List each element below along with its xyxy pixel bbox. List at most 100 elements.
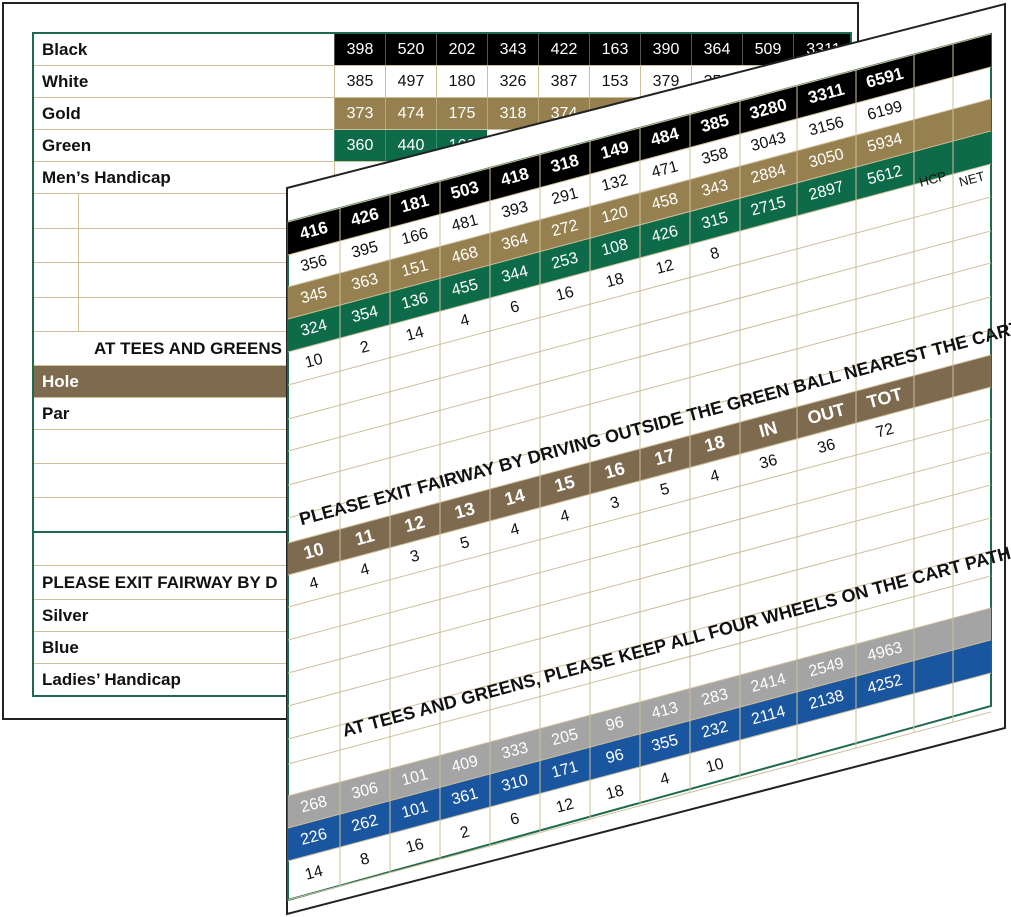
mens-handicap-value: 12 — [654, 257, 676, 278]
hole-number: IN — [757, 417, 780, 441]
ladies-handicap-value: 10 — [704, 755, 726, 776]
par-value: 3 — [408, 547, 421, 566]
blue-tee-yardage: 310 — [500, 772, 530, 795]
silver-tee-yardage: 268 — [299, 793, 329, 816]
par-value: 5 — [458, 534, 471, 553]
score-cell: 202 — [436, 34, 487, 65]
hole-number: 12 — [402, 512, 427, 536]
green-tee-yardage: 354 — [350, 303, 380, 326]
player-initial-cell[interactable] — [34, 297, 79, 331]
ladies-handicap-value: 16 — [404, 836, 426, 857]
player-initial-cell[interactable] — [34, 228, 79, 262]
gold-tee-yardage: 468 — [450, 244, 480, 267]
mens-handicap-value: 18 — [604, 270, 626, 291]
ladies-tee-name: Silver — [42, 605, 89, 625]
silver-tee-yardage: 101 — [400, 766, 430, 789]
score-cell: 360 — [334, 130, 385, 161]
green-tee-yardage: 108 — [600, 236, 630, 259]
hole-number: 14 — [502, 485, 527, 509]
blue-tee-yardage: 96 — [604, 746, 626, 767]
score-cell: 163 — [589, 34, 640, 65]
hole-number: 10 — [301, 539, 326, 563]
mens-handicap-value: 6 — [508, 298, 521, 317]
ladies-handicap-value: 12 — [554, 796, 576, 817]
hole-label: Hole — [42, 371, 79, 391]
hcp-column-header: HCP — [918, 168, 948, 190]
mens-handicap-value: 16 — [554, 284, 576, 305]
exit-fairway-notice: PLEASE EXIT FAIRWAY BY D — [42, 572, 278, 592]
green-tee-yardage: 324 — [299, 317, 329, 340]
silver-tee-yardage: 333 — [500, 739, 530, 762]
score-cell: 175 — [436, 98, 487, 129]
hole-number: 18 — [702, 431, 727, 455]
silver-tee-yardage: 283 — [700, 686, 730, 709]
white-tee-yardage: 395 — [350, 238, 380, 261]
mens-handicap-value: 2 — [358, 338, 371, 357]
ladies-tee-name: Ladies’ Handicap — [42, 669, 181, 689]
green-tee-yardage: 136 — [400, 290, 430, 313]
score-cell: 379 — [640, 66, 691, 97]
mens-handicap-value: 14 — [404, 324, 426, 345]
tee-name: Green — [42, 135, 92, 155]
ladies-tee-name: Blue — [42, 637, 79, 657]
ladies-handicap-value: 18 — [604, 782, 626, 803]
par-value: 3 — [608, 494, 621, 513]
mens-handicap-value: 10 — [303, 351, 325, 372]
silver-tee-yardage: 409 — [450, 753, 480, 776]
mens-handicap-value: 8 — [708, 245, 721, 264]
score-cell: 422 — [538, 34, 589, 65]
tee-name: Gold — [42, 103, 81, 123]
score-cell: 318 — [487, 98, 538, 129]
green-tee-yardage: 253 — [550, 249, 580, 272]
white-tee-yardage: 471 — [650, 158, 680, 181]
green-tee-yardage: 426 — [650, 223, 680, 246]
silver-tee-yardage: 205 — [550, 726, 580, 749]
net-column-header: NET — [957, 168, 986, 189]
tees-greens-notice: AT TEES AND GREENS — [94, 338, 282, 358]
blue-tee-yardage: 226 — [299, 826, 329, 849]
ladies-handicap-value: 4 — [658, 770, 671, 789]
score-cell: 343 — [487, 34, 538, 65]
score-cell: 390 — [640, 34, 691, 65]
blue-tee-yardage: 101 — [400, 799, 430, 822]
white-tee-yardage: 291 — [550, 185, 580, 208]
white-tee-yardage: 481 — [450, 212, 480, 235]
score-cell: 364 — [691, 34, 742, 65]
score-cell: 520 — [385, 34, 436, 65]
green-tee-yardage: 315 — [700, 209, 730, 232]
white-tee-yardage: 166 — [400, 225, 430, 248]
ladies-row: Ladies’ Handicap — [34, 664, 850, 695]
silver-tee-yardage: 96 — [604, 714, 626, 735]
gold-tee-yardage: 364 — [500, 230, 530, 253]
hole-number: 15 — [552, 471, 577, 495]
mens-handicap-label: Men’s Handicap — [42, 167, 171, 187]
par-value: 5 — [658, 480, 671, 499]
player-initial-cell[interactable] — [34, 194, 79, 228]
player-initial-cell[interactable] — [34, 263, 79, 297]
par-value: 4 — [708, 467, 721, 486]
tee-name: White — [42, 71, 89, 91]
score-cell: 398 — [334, 34, 385, 65]
hole-number: 13 — [452, 498, 477, 522]
par-label: Par — [42, 403, 70, 423]
score-cell: 153 — [589, 66, 640, 97]
white-tee-yardage: 393 — [500, 198, 530, 221]
score-cell: 326 — [487, 66, 538, 97]
par-value: 4 — [307, 574, 320, 593]
ladies-handicap-value: 6 — [508, 810, 521, 829]
par-value: 72 — [874, 420, 896, 441]
tee-row-white: White385497180326387153379353 — [34, 66, 850, 98]
silver-tee-yardage: 306 — [350, 779, 380, 802]
blue-tee-yardage: 262 — [350, 812, 380, 835]
score-cell: 373 — [334, 98, 385, 129]
blue-tee-yardage: 171 — [550, 758, 580, 781]
par-value: 36 — [758, 452, 780, 473]
score-cell: 474 — [385, 98, 436, 129]
hole-number: 16 — [602, 458, 627, 482]
score-cell: 180 — [436, 66, 487, 97]
white-tee-yardage: 358 — [700, 145, 730, 168]
silver-tee-yardage: 413 — [650, 699, 680, 722]
score-cell: 385 — [334, 66, 385, 97]
gold-tee-yardage: 345 — [299, 284, 329, 307]
